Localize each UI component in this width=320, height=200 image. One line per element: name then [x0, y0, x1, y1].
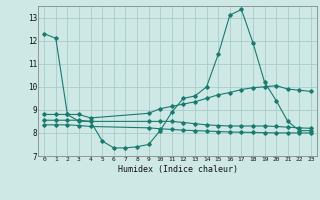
X-axis label: Humidex (Indice chaleur): Humidex (Indice chaleur)	[118, 165, 238, 174]
